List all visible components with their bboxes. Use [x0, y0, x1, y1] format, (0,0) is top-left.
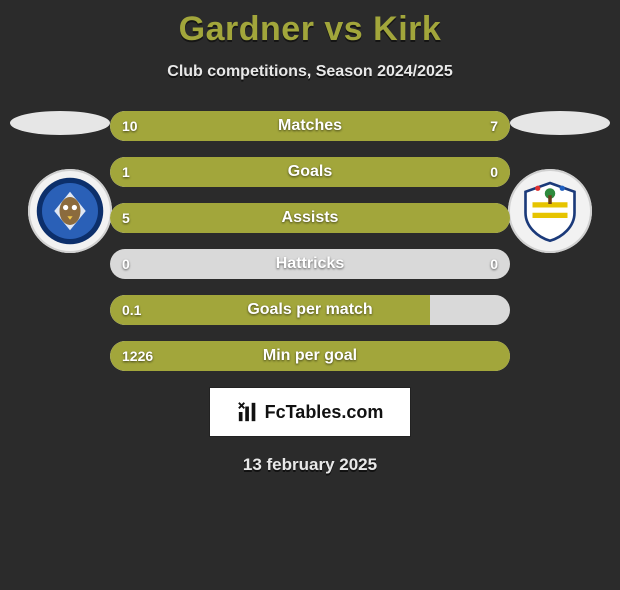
player1-name: Gardner	[179, 10, 315, 48]
stat-row: Matches107	[110, 111, 510, 141]
subtitle: Club competitions, Season 2024/2025	[0, 63, 620, 81]
bar-fill-right	[345, 111, 510, 141]
club-crest-right-icon	[515, 176, 585, 246]
brand-label: FcTables.com	[265, 402, 384, 423]
club-badge-right	[508, 169, 592, 253]
bar-fill-left	[110, 111, 345, 141]
club-crest-left-icon	[35, 176, 105, 246]
player1-base-oval	[10, 111, 110, 135]
bar-fill-left	[110, 341, 510, 371]
brand-badge: FcTables.com	[209, 387, 411, 437]
player2-base-oval	[510, 111, 610, 135]
bar-track	[110, 249, 510, 279]
page-title: Gardner vs Kirk	[0, 10, 620, 49]
bar-track	[110, 203, 510, 233]
stat-row: Hattricks00	[110, 249, 510, 279]
bar-fill-left	[110, 295, 430, 325]
stat-row: Goals per match0.1	[110, 295, 510, 325]
bar-chart-icon	[237, 401, 259, 423]
stat-bars: Matches107 Goals10 Assists5 Hattricks00 Goal…	[110, 111, 510, 371]
bar-fill-left	[110, 203, 510, 233]
bar-fill-left	[110, 157, 510, 187]
bar-track	[110, 295, 510, 325]
date-label: 13 february 2025	[0, 455, 620, 475]
bar-track	[110, 341, 510, 371]
club-badge-left	[28, 169, 112, 253]
stat-row: Assists5	[110, 203, 510, 233]
bar-track	[110, 157, 510, 187]
vs-separator: vs	[324, 10, 363, 48]
comparison-area: Matches107 Goals10 Assists5 Hattricks00 Goal…	[0, 111, 620, 371]
stat-row: Min per goal1226	[110, 341, 510, 371]
bar-track	[110, 111, 510, 141]
player2-name: Kirk	[373, 10, 441, 48]
stat-row: Goals10	[110, 157, 510, 187]
